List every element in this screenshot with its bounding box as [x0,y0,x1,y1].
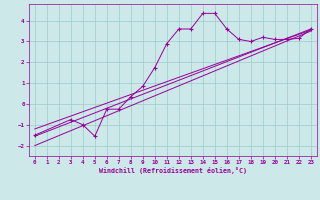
X-axis label: Windchill (Refroidissement éolien,°C): Windchill (Refroidissement éolien,°C) [99,167,247,174]
